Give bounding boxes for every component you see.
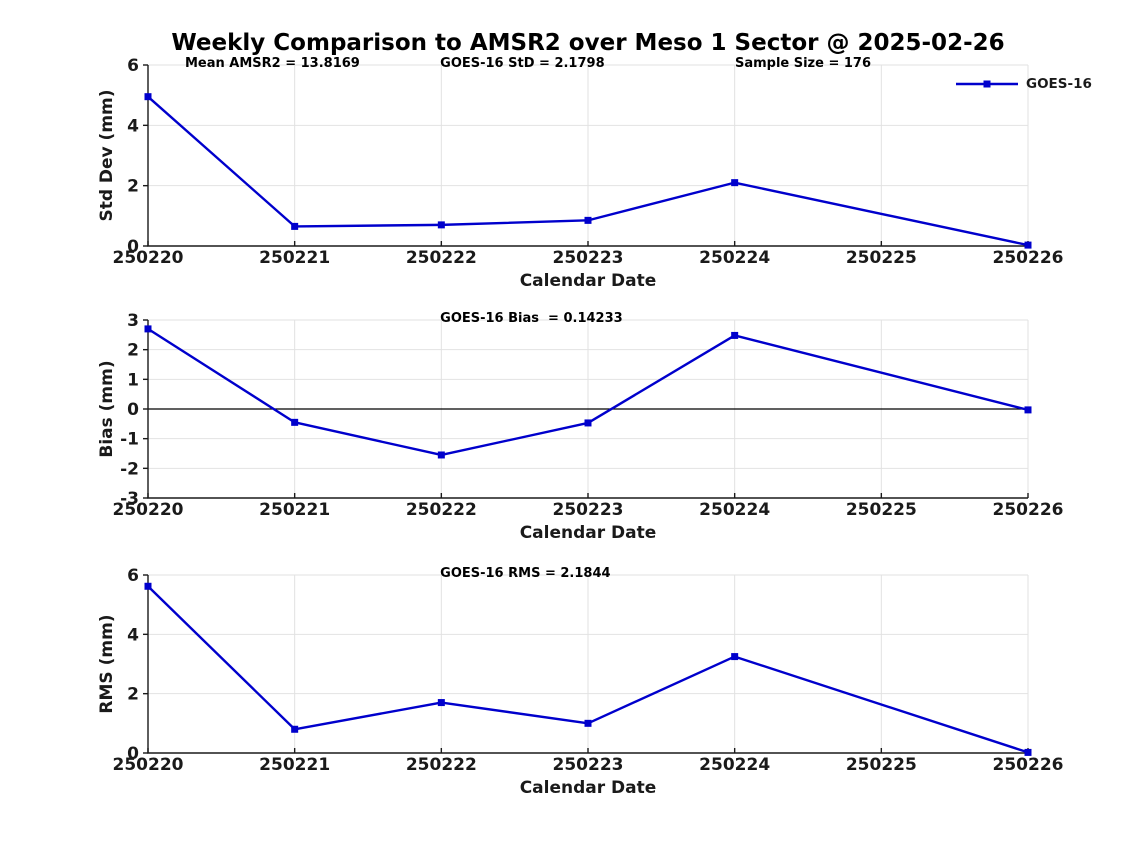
- x-tick-label: 250222: [406, 500, 477, 520]
- series-line: [147, 585, 1029, 754]
- legend-line-icon: [956, 80, 1018, 88]
- series-marker: [437, 451, 445, 459]
- legend: GOES-16: [956, 76, 1092, 92]
- x-tick-label: 250221: [259, 248, 330, 268]
- legend-label: GOES-16: [1026, 76, 1092, 92]
- x-axis-label: Calendar Date: [520, 271, 657, 291]
- series-marker: [1024, 241, 1032, 249]
- y-tick-label: 1: [127, 370, 139, 390]
- series-marker: [584, 719, 592, 727]
- series-marker: [144, 325, 152, 333]
- stat-annotation: GOES-16 StD = 2.1798: [440, 56, 604, 71]
- x-tick-label: 250222: [406, 248, 477, 268]
- series-line: [147, 327, 1029, 457]
- figure-title: Weekly Comparison to AMSR2 over Meso 1 S…: [171, 30, 1005, 56]
- x-tick-label: 250223: [553, 248, 624, 268]
- stat-annotation: GOES-16 Bias = 0.14233: [440, 311, 623, 326]
- y-tick-label: 0: [127, 744, 139, 764]
- x-tick-label: 250221: [259, 755, 330, 775]
- y-tick-label: 2: [127, 177, 139, 197]
- y-axis-label: RMS (mm): [97, 614, 117, 713]
- subplot-std-dev: 250220 250221 250222 250223 250224 250225 2502…: [97, 56, 1063, 291]
- x-tick-label: 250224: [699, 755, 770, 775]
- series-marker: [584, 419, 592, 427]
- x-tick-label: 250225: [846, 500, 917, 520]
- series-marker: [437, 221, 445, 229]
- series-marker: [437, 699, 445, 707]
- x-tick-label: 250223: [553, 500, 624, 520]
- x-tick-label: 250220: [113, 755, 184, 775]
- y-tick-label: 6: [127, 566, 139, 586]
- legend-marker: [983, 80, 991, 88]
- x-axis-label: Calendar Date: [520, 778, 657, 798]
- series-marker: [731, 179, 739, 187]
- x-tick-label: 250221: [259, 500, 330, 520]
- x-tick-label: 250226: [993, 755, 1064, 775]
- subplot-bias: 250220 250221 250222 250223 250224 250225 2502…: [97, 311, 1063, 543]
- y-tick-label: 6: [127, 56, 139, 76]
- series-marker: [1024, 406, 1032, 414]
- series-marker: [291, 418, 299, 426]
- y-tick-label: -1: [120, 430, 139, 450]
- x-tick-label: 250224: [699, 248, 770, 268]
- x-tick-label: 250220: [113, 500, 184, 520]
- stat-annotation: Sample Size = 176: [735, 56, 871, 71]
- series-marker: [731, 331, 739, 339]
- y-tick-label: 2: [127, 685, 139, 705]
- series-marker: [291, 725, 299, 733]
- x-tick-label: 250224: [699, 500, 770, 520]
- y-tick-label: 4: [127, 625, 139, 645]
- series-marker: [1024, 748, 1032, 756]
- stat-annotation: Mean AMSR2 = 13.8169: [185, 56, 360, 71]
- y-tick-label: -3: [120, 489, 139, 509]
- x-tick-label: 250226: [993, 500, 1064, 520]
- series-marker: [144, 582, 152, 590]
- y-axis-label: Bias (mm): [97, 360, 117, 457]
- y-tick-label: 4: [127, 116, 139, 136]
- x-tick-label: 250225: [846, 248, 917, 268]
- series-line: [147, 95, 1029, 247]
- series-marker: [584, 216, 592, 224]
- y-tick-label: 0: [127, 400, 139, 420]
- y-axis-label: Std Dev (mm): [97, 89, 117, 221]
- x-tick-label: 250223: [553, 755, 624, 775]
- x-axis-label: Calendar Date: [520, 523, 657, 543]
- subplot-rms: 250220 250221 250222 250223 250224 250225 2502…: [97, 566, 1063, 798]
- series-marker: [291, 222, 299, 230]
- x-tick-label: 250226: [993, 248, 1064, 268]
- x-tick-label: 250220: [113, 248, 184, 268]
- y-tick-label: 0: [127, 237, 139, 257]
- stat-annotation: GOES-16 RMS = 2.1844: [440, 566, 610, 581]
- series-marker: [731, 653, 739, 661]
- series-marker: [144, 93, 152, 101]
- x-tick-label: 250225: [846, 755, 917, 775]
- y-tick-label: -2: [120, 459, 139, 479]
- y-tick-label: 3: [127, 311, 139, 331]
- y-tick-label: 2: [127, 341, 139, 361]
- x-tick-label: 250222: [406, 755, 477, 775]
